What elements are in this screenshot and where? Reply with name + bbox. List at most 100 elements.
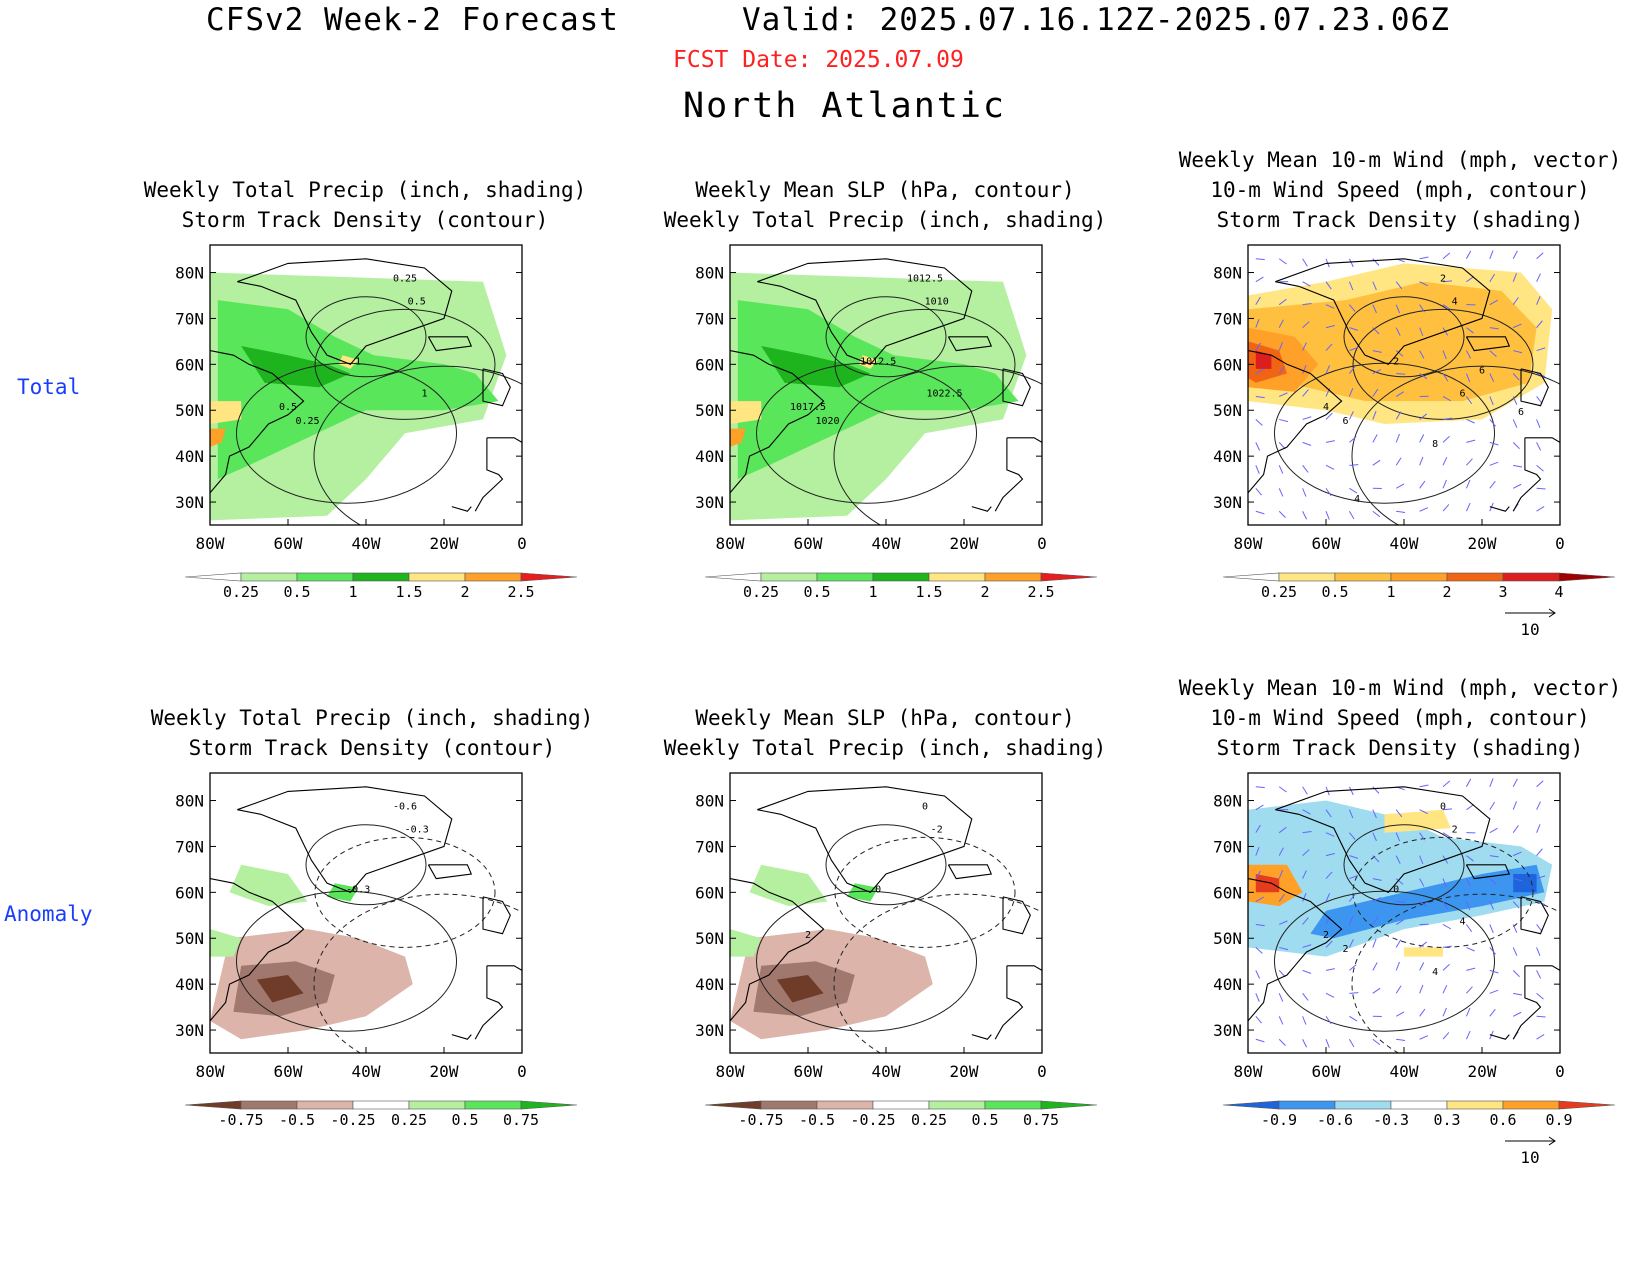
wind-vector xyxy=(1512,250,1518,260)
lat-label: 40N xyxy=(695,447,724,466)
shading-region xyxy=(338,355,359,369)
lon-label: 60W xyxy=(794,1062,823,1081)
map-shading xyxy=(1248,263,1553,424)
lon-label: 60W xyxy=(1312,1062,1341,1081)
wind-vector xyxy=(1325,832,1335,837)
wind-vector xyxy=(1466,967,1476,971)
wind-vector xyxy=(1489,969,1499,974)
wind-vector xyxy=(1349,464,1359,466)
shading-region xyxy=(256,975,304,1003)
wind-vector xyxy=(1278,258,1287,265)
coastline xyxy=(730,878,825,1022)
wind-vector xyxy=(1255,487,1263,496)
lat-label: 30N xyxy=(695,493,724,512)
contour-lines xyxy=(1274,824,1560,1053)
contour-line xyxy=(825,824,947,906)
wind-vector xyxy=(1349,366,1356,374)
coastlines xyxy=(1248,258,1560,512)
wind-vector xyxy=(1372,897,1382,902)
wind-vector xyxy=(1349,436,1357,443)
lon-label: 20W xyxy=(950,534,979,553)
colorbar: -0.75 -0.5 -0.25 0.25 0.5 0.75 xyxy=(184,1100,578,1129)
colorbar-label: -0.75 xyxy=(738,1111,783,1129)
lat-label: 30N xyxy=(1213,493,1242,512)
wind-vector xyxy=(1513,323,1522,329)
wind-vector xyxy=(1442,373,1449,382)
colorbar-segment xyxy=(240,1100,298,1110)
lon-label: 40W xyxy=(352,534,381,553)
colorbar-label: 2 xyxy=(460,583,469,601)
wind-vector xyxy=(1536,320,1543,328)
lat-label: 70N xyxy=(175,837,204,856)
colorbar-segment xyxy=(1390,1100,1448,1110)
coastline xyxy=(1524,965,1560,971)
wind-vector xyxy=(1395,433,1400,443)
wind-vector xyxy=(1465,1007,1471,1017)
wind-vector xyxy=(1372,304,1377,314)
wind-vector xyxy=(1512,419,1518,428)
wind-vector xyxy=(1536,347,1546,352)
wind-vector xyxy=(1442,945,1452,948)
wind-vector xyxy=(1372,1038,1381,1046)
wind-vector xyxy=(1442,901,1449,910)
coastline xyxy=(1520,896,1549,935)
lat-label: 60N xyxy=(1213,883,1242,902)
wind-vector xyxy=(1512,483,1522,489)
wind-vector xyxy=(1255,786,1265,789)
lon-label: 0 xyxy=(1037,534,1047,553)
shading-region xyxy=(217,300,499,480)
wind-vector xyxy=(1302,870,1307,879)
wind-vector xyxy=(1302,849,1310,856)
wind-vector xyxy=(1466,439,1476,443)
colorbar: 0.25 0.5 1 1.5 2 2.5 xyxy=(184,572,578,601)
shading-region xyxy=(730,929,762,957)
wind-vector xyxy=(1255,847,1260,856)
wind-vector xyxy=(1395,939,1402,948)
wind-vector xyxy=(1278,488,1284,497)
wind-vector xyxy=(1536,848,1543,856)
wind-vector xyxy=(1255,419,1263,426)
wind-vector xyxy=(1255,395,1265,399)
shading-region xyxy=(1404,947,1443,957)
contour-line xyxy=(1343,296,1465,378)
contour-label: 1022.5 xyxy=(926,388,962,399)
lat-label: 70N xyxy=(1213,837,1242,856)
wind-vector xyxy=(1255,342,1262,351)
wind-vector xyxy=(1466,276,1475,283)
wind-vector xyxy=(1349,487,1358,494)
coastline xyxy=(486,437,522,443)
lat-label: 50N xyxy=(175,401,204,420)
wind-vector xyxy=(1348,411,1354,420)
colorbar-segment xyxy=(1278,1100,1336,1110)
lon-label: 0 xyxy=(1555,534,1565,553)
wind-vector xyxy=(1396,901,1406,903)
lon-label: 20W xyxy=(430,1062,459,1081)
contour-label: 2 xyxy=(805,930,811,941)
wind-vector xyxy=(1349,347,1359,352)
map-shading xyxy=(210,272,507,521)
coastline xyxy=(1002,896,1031,935)
colorbar-segment xyxy=(408,572,466,582)
wind-vector xyxy=(1442,280,1453,283)
wind-vector xyxy=(1536,1015,1546,1018)
map-panel-total-wind: 2 4 2 4 6 6 8 6 6 4 80N 70N 60N 50N 40N 30N 80W 60W 40W 20W… xyxy=(1213,244,1616,639)
coastline xyxy=(1465,864,1511,880)
wind-vector xyxy=(1278,319,1284,328)
colorbar-segment xyxy=(816,572,874,582)
contour-line xyxy=(314,836,496,948)
wind-vector xyxy=(1302,258,1308,267)
colorbar-segment xyxy=(464,572,522,582)
colorbar-arrow xyxy=(520,1100,578,1110)
wind-vector xyxy=(1442,417,1452,420)
wind-vector xyxy=(1278,826,1287,834)
lon-label: 40W xyxy=(1390,1062,1419,1081)
wind-vector xyxy=(1536,273,1541,282)
wind-vector xyxy=(1325,281,1332,290)
wind-vector xyxy=(1395,919,1405,925)
coastline xyxy=(482,368,511,407)
contour-line xyxy=(314,308,496,420)
colorbar-label: 0.5 xyxy=(1321,583,1348,601)
colorbar-label: -0.5 xyxy=(799,1111,835,1129)
wind-vector xyxy=(1419,878,1425,887)
coastlines xyxy=(210,786,522,1040)
